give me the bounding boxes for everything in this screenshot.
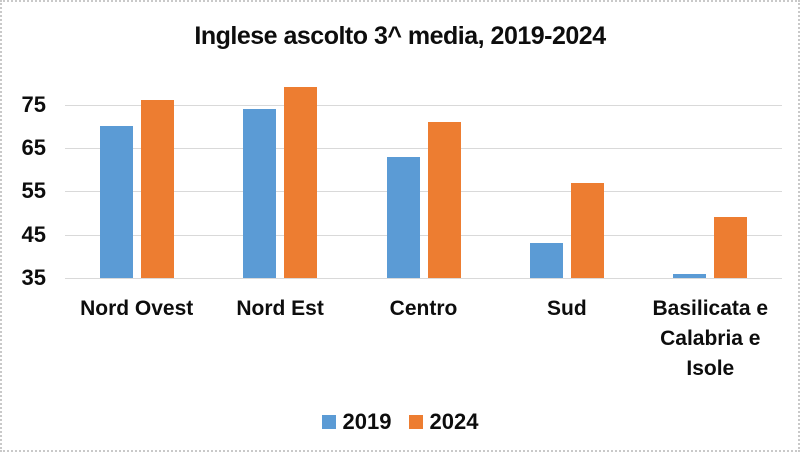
- y-tick-label-75: 75: [21, 91, 46, 117]
- category-label-centro: Centro: [389, 297, 458, 320]
- legend-item-2024: 2024: [408, 409, 479, 434]
- bar-2024-nord-est: [284, 87, 318, 278]
- legend-swatch-2019: [321, 415, 336, 429]
- category-label-sud: Sud: [547, 297, 587, 320]
- chart-title: Inglese ascolto 3^ media, 2019-2024: [194, 22, 606, 50]
- gridline-35: [65, 278, 782, 279]
- legend-label-2019: 2019: [342, 409, 392, 434]
- category-label-nord-ovest: Nord Ovest: [80, 297, 194, 320]
- gridline-55: [65, 191, 782, 193]
- y-tick-label-65: 65: [21, 135, 46, 160]
- y-tick-label-55: 55: [21, 178, 46, 204]
- gridline-65: [65, 148, 782, 149]
- bar-2019-nord-est: [243, 109, 277, 278]
- bar-2019-sud: [529, 243, 563, 278]
- bar-2024-basilicata-e-calabria-e-isole: [714, 217, 748, 278]
- bar-2019-nord-ovest: [99, 126, 133, 278]
- plot-area: [65, 83, 782, 279]
- y-tick-label-45: 45: [21, 221, 46, 247]
- bar-2024-sud: [570, 182, 604, 278]
- legend-label-2024: 2024: [429, 409, 479, 434]
- category-label-nord-est: Nord Est: [236, 297, 324, 320]
- bar-2019-basilicata-e-calabria-e-isole: [673, 273, 707, 278]
- bar-2024-nord-ovest: [140, 100, 174, 278]
- legend-swatch-2024: [408, 415, 423, 429]
- bar-2019-centro: [386, 156, 420, 278]
- legend-item-2019: 2019: [321, 409, 392, 434]
- category-label-basilicata-e-calabria-e-isole: Basilicata e Calabria e Isole: [652, 297, 769, 380]
- gridline-45: [65, 234, 782, 236]
- legend: 2019 2024: [2, 411, 798, 433]
- gridline-75: [65, 104, 782, 106]
- bar-2024-centro: [427, 122, 461, 278]
- y-tick-label-35: 35: [21, 265, 46, 290]
